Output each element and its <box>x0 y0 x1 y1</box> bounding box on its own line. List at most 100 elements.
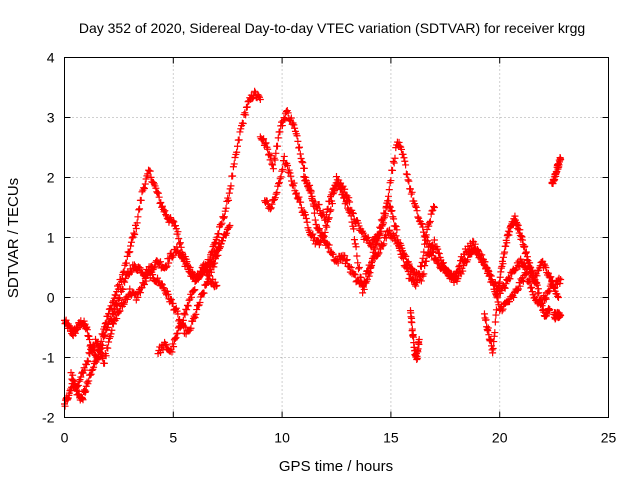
data-point <box>544 269 552 277</box>
data-point <box>105 338 113 346</box>
data-point <box>233 142 241 150</box>
data-point <box>526 279 534 287</box>
data-point <box>430 236 438 244</box>
data-point <box>211 278 219 286</box>
data-point <box>174 329 182 337</box>
data-point <box>528 283 536 291</box>
data-point <box>290 121 298 129</box>
data-point <box>134 213 142 221</box>
data-point <box>119 299 127 307</box>
data-point <box>357 274 365 282</box>
data-point <box>134 293 142 301</box>
data-point <box>126 248 134 256</box>
data-point <box>280 152 288 160</box>
data-point <box>505 298 513 306</box>
data-point <box>366 269 374 277</box>
data-point <box>290 179 298 187</box>
data-point <box>162 264 170 272</box>
data-point <box>86 371 94 379</box>
data-point <box>109 320 117 328</box>
data-point <box>334 259 342 267</box>
data-point <box>392 223 400 231</box>
data-point <box>450 278 458 286</box>
data-point <box>285 166 293 174</box>
data-point <box>346 198 354 206</box>
data-point <box>390 159 398 167</box>
x-axis-label: GPS time / hours <box>279 458 393 475</box>
data-point <box>364 275 372 283</box>
data-point <box>296 143 304 151</box>
data-point <box>325 214 333 222</box>
data-point <box>370 245 378 253</box>
data-point <box>297 198 305 206</box>
data-point <box>514 286 522 294</box>
data-point <box>456 261 464 269</box>
data-point <box>269 161 277 169</box>
data-point <box>364 233 372 241</box>
data-point <box>125 249 133 257</box>
data-point <box>408 318 416 326</box>
data-point <box>346 263 354 271</box>
data-point <box>207 258 215 266</box>
data-point <box>85 377 93 385</box>
data-point <box>227 182 235 190</box>
data-point <box>417 277 425 285</box>
data-point <box>236 128 244 136</box>
data-point <box>211 251 219 259</box>
data-point <box>162 211 170 219</box>
data-point <box>491 329 499 337</box>
data-point <box>310 202 318 210</box>
data-point <box>435 250 443 258</box>
data-point <box>171 306 179 314</box>
data-point <box>114 282 122 290</box>
data-point <box>291 124 299 132</box>
data-point <box>449 275 457 283</box>
series-track-i <box>480 212 554 357</box>
data-point <box>556 279 564 287</box>
data-point <box>324 215 332 223</box>
data-point <box>86 350 94 358</box>
data-point <box>205 262 213 270</box>
series-track-j <box>548 154 565 188</box>
data-point <box>212 282 220 290</box>
data-point <box>127 238 135 246</box>
x-tick-label: 15 <box>383 430 399 446</box>
data-point <box>413 276 421 284</box>
data-point <box>345 194 353 202</box>
data-point <box>368 257 376 265</box>
data-point <box>192 310 200 318</box>
series-track-k <box>550 308 565 323</box>
data-point <box>391 154 399 162</box>
data-point <box>535 289 543 297</box>
data-point <box>99 341 107 349</box>
data-point <box>492 306 500 314</box>
data-point <box>225 189 233 197</box>
data-point <box>119 285 127 293</box>
data-point <box>214 246 222 254</box>
data-point <box>73 383 81 391</box>
data-point <box>81 366 89 374</box>
data-point <box>172 334 180 342</box>
data-point <box>360 285 368 293</box>
data-point <box>399 250 407 258</box>
data-point <box>476 252 484 260</box>
data-point <box>328 200 336 208</box>
data-point <box>533 281 541 289</box>
data-point <box>309 197 317 205</box>
data-point <box>484 266 492 274</box>
data-point <box>306 186 314 194</box>
data-point <box>386 203 394 211</box>
data-point <box>157 198 165 206</box>
data-points <box>61 87 565 410</box>
data-point <box>411 202 419 210</box>
data-point <box>251 87 259 95</box>
data-point <box>259 135 267 143</box>
data-point <box>542 264 550 272</box>
x-tick-label: 5 <box>169 430 177 446</box>
data-point <box>127 268 135 276</box>
data-point <box>130 229 138 237</box>
data-point <box>403 170 411 178</box>
data-point <box>150 264 158 272</box>
data-point <box>264 145 272 153</box>
data-point <box>140 281 148 289</box>
